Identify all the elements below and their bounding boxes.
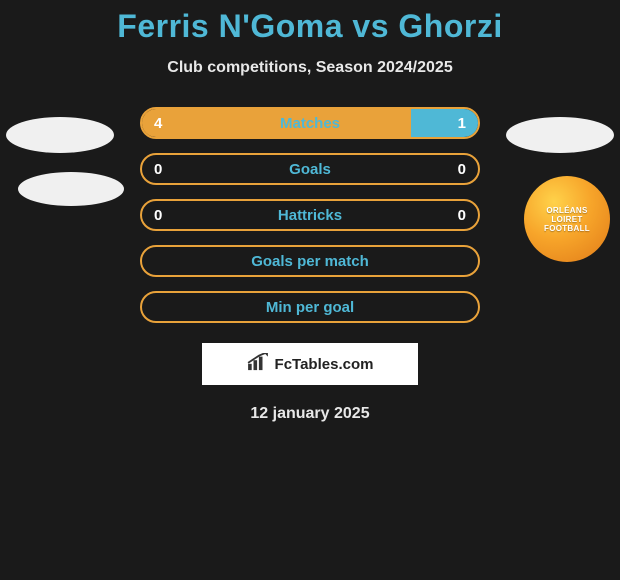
page-title: Ferris N'Goma vs Ghorzi [0, 8, 620, 45]
player-left-avatar [6, 117, 114, 153]
row-inner: 0Hattricks0 [142, 201, 478, 229]
stat-value-right: 1 [458, 115, 466, 132]
stat-value-right: 0 [458, 207, 466, 224]
club-left-badge [18, 172, 124, 206]
stat-row: Goals per match [140, 245, 480, 277]
badge-line-2: LOIRET [551, 215, 582, 224]
row-inner: Min per goal [142, 293, 478, 321]
chart-icon [247, 353, 269, 376]
row-inner: 0Goals0 [142, 155, 478, 183]
row-inner: Goals per match [142, 247, 478, 275]
stat-value-right: 0 [458, 161, 466, 178]
stat-label: Goals per match [142, 253, 478, 270]
stat-row: Min per goal [140, 291, 480, 323]
stat-label: Min per goal [142, 299, 478, 316]
date-text: 12 january 2025 [0, 405, 620, 423]
stat-row: 4Matches1 [140, 107, 480, 139]
stat-row: 0Goals0 [140, 153, 480, 185]
subtitle: Club competitions, Season 2024/2025 [0, 59, 620, 77]
badge-line-3: FOOTBALL [544, 224, 590, 233]
club-right-badge-text: ORLÉANS LOIRET FOOTBALL [544, 206, 590, 233]
stat-label: Matches [142, 115, 478, 132]
badge-line-1: ORLÉANS [546, 206, 587, 215]
player-right-avatar [506, 117, 614, 153]
club-right-badge: ORLÉANS LOIRET FOOTBALL [524, 176, 610, 262]
brand-text: FcTables.com [275, 356, 374, 373]
stat-label: Hattricks [142, 207, 478, 224]
stat-row: 0Hattricks0 [140, 199, 480, 231]
stat-label: Goals [142, 161, 478, 178]
brand-box: FcTables.com [202, 343, 418, 385]
stats-container: 4Matches10Goals00Hattricks0Goals per mat… [140, 107, 480, 323]
